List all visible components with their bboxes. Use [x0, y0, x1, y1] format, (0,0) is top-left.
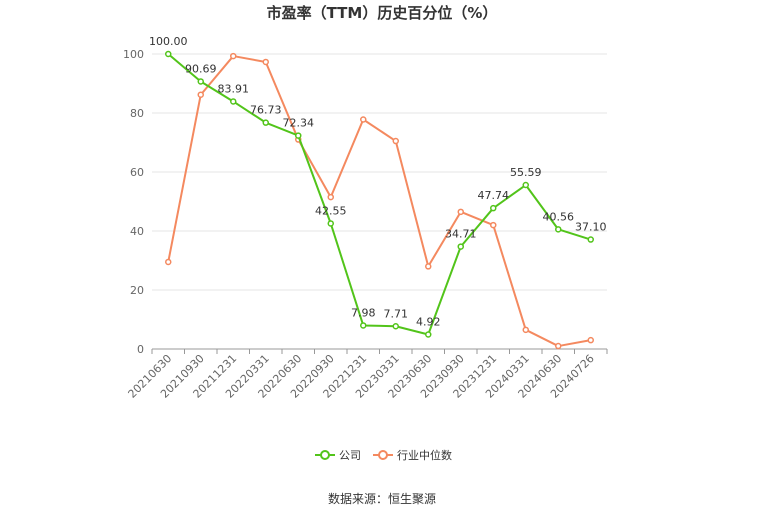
data-label: 90.69 [185, 62, 217, 75]
data-point [230, 98, 237, 105]
data-point [522, 181, 529, 189]
y-tick-label: 100 [123, 48, 144, 61]
legend: 公司 行业中位数 [315, 448, 452, 462]
gridlines [152, 53, 607, 291]
data-label: 40.56 [543, 210, 575, 223]
data-point [555, 226, 562, 233]
legend-label: 行业中位数 [397, 448, 452, 462]
legend-marker-dot [378, 450, 388, 460]
data-label: 47.74 [478, 189, 510, 202]
source-note: 数据来源：恒生聚源 [328, 491, 436, 506]
data-point [425, 331, 432, 338]
data-point [587, 236, 594, 243]
data-point [522, 326, 529, 334]
chart-title: 市盈率（TTM）历史百分位（%） [267, 4, 498, 22]
data-label: 7.98 [351, 306, 376, 319]
data-label: 55.59 [510, 166, 542, 179]
data-point [457, 208, 464, 216]
data-label: 76.73 [250, 104, 282, 117]
data-point [197, 91, 204, 98]
series-layer [165, 50, 594, 350]
data-point [230, 52, 237, 60]
series-line [167, 53, 592, 336]
data-label: 37.10 [575, 221, 607, 234]
data-point [165, 50, 172, 58]
data-point [392, 323, 399, 330]
series-line [167, 55, 591, 348]
data-point [262, 58, 269, 66]
data-label: 7.71 [384, 307, 409, 320]
data-point [327, 193, 334, 201]
legend-label: 公司 [339, 449, 361, 462]
data-label: 4.92 [416, 315, 441, 328]
data-point [262, 119, 269, 126]
y-tick-label: 80 [130, 107, 144, 120]
data-label: 83.91 [218, 82, 250, 95]
data-point [392, 137, 399, 145]
data-label: 42.55 [315, 204, 347, 217]
data-point [165, 258, 172, 266]
data-point [295, 132, 302, 139]
y-tick-label: 0 [137, 343, 144, 356]
legend-marker-dot [320, 450, 330, 460]
data-point [425, 263, 432, 270]
data-label: 100.00 [149, 35, 188, 48]
data-label: 72.34 [283, 117, 315, 130]
data-label: 34.71 [445, 228, 477, 241]
y-tick-label: 60 [130, 166, 144, 179]
data-point [555, 342, 562, 350]
data-point [360, 116, 367, 123]
data-point [360, 322, 367, 329]
data-point [587, 336, 594, 344]
data-point [490, 221, 497, 229]
y-axis: 0 20 40 60 80 100 [123, 48, 144, 356]
data-point [327, 220, 334, 227]
data-point [197, 78, 204, 85]
y-tick-label: 20 [130, 284, 144, 297]
x-axis: 2021063020210930202112312022033120220630… [126, 348, 608, 401]
data-point [490, 204, 497, 212]
data-point [457, 243, 464, 250]
y-tick-label: 40 [130, 225, 144, 238]
